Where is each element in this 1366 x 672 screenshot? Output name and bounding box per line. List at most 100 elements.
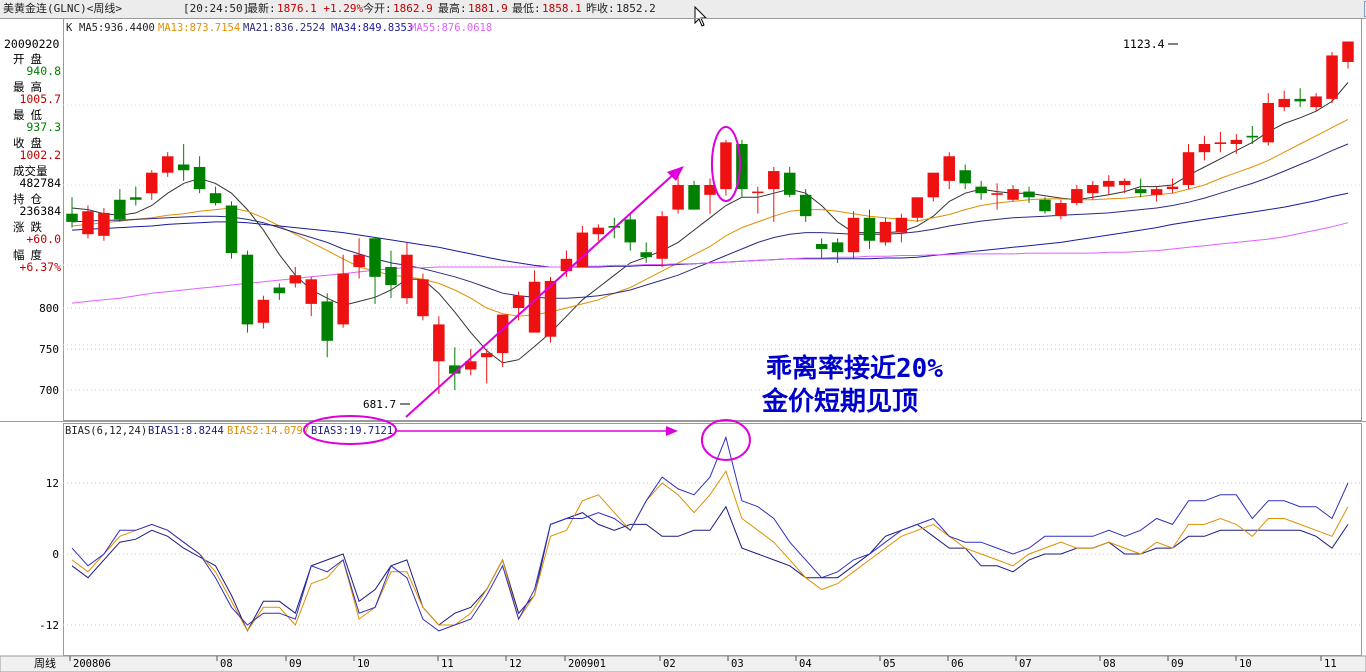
candle-75: [1262, 93, 1274, 146]
candle-38: [672, 170, 684, 214]
moving-averages: [71, 82, 1349, 364]
x-label-14: 09: [1171, 658, 1184, 670]
annotations: 681.7 1123.4 乖离率接近20%金价短期见顶: [303, 37, 1178, 461]
x-label-1: 08: [220, 658, 233, 670]
main-panel-border: [63, 18, 1362, 421]
low-label: 最低:: [512, 2, 541, 15]
info-label-4: 成交量: [13, 164, 48, 178]
candle-body: [768, 171, 780, 190]
x-axis-bar: [0, 655, 1366, 672]
candle-80: [1342, 41, 1354, 69]
prev-close-value: 1852.2: [616, 2, 656, 15]
candle-body: [177, 164, 190, 171]
candle-body: [576, 232, 589, 267]
low-value: 1858.1: [542, 2, 582, 15]
candle-body: [1134, 189, 1147, 194]
candle-body: [1214, 142, 1227, 144]
candle-body: [98, 212, 110, 236]
candle-body: [417, 279, 429, 317]
candle-27: [496, 314, 509, 368]
candle-21: [401, 242, 413, 304]
ma-line-ma55: [71, 222, 1349, 304]
candle-body: [401, 254, 413, 299]
candle-65: [1103, 175, 1115, 195]
x-label-10: 05: [883, 658, 896, 670]
candle-37: [656, 211, 668, 267]
candle-body: [66, 213, 78, 222]
candle-body: [209, 193, 222, 204]
x-label-5: 12: [509, 658, 522, 670]
candle-30: [544, 276, 557, 343]
candle-24: [449, 347, 461, 390]
candle-body: [1342, 41, 1354, 62]
info-date: 20090220: [4, 37, 60, 51]
x-label-15: 10: [1239, 658, 1252, 670]
info-label-5: 持仓: [13, 192, 48, 206]
candle-0: [66, 197, 78, 228]
candle-body: [321, 301, 333, 341]
candle-body: [82, 211, 94, 235]
candle-body: [146, 172, 158, 194]
info-value-1: 1005.7: [19, 92, 61, 106]
candle-31: [560, 250, 573, 277]
x-label-3: 10: [357, 658, 370, 670]
candle-body: [752, 191, 764, 194]
candle-35: [624, 213, 636, 251]
info-value-0: 940.8: [26, 64, 61, 78]
y-tick-labels: 700 750 800 12 0 -12: [39, 302, 59, 632]
candle-body: [225, 205, 238, 254]
x-label-11: 06: [951, 658, 964, 670]
candle-body: [544, 280, 557, 337]
candle-33: [592, 224, 605, 241]
high-label: 最高:: [438, 2, 467, 15]
info-value-4: 482784: [19, 176, 61, 190]
candle-body: [911, 197, 924, 218]
candle-5: [146, 170, 158, 200]
note-line-2: 金价短期见顶: [761, 386, 918, 417]
candle-body: [1150, 189, 1163, 195]
x-label-16: 11: [1324, 658, 1337, 670]
note-line-1: 乖离率接近20%: [766, 353, 943, 384]
candle-52: [895, 213, 908, 243]
candle-body: [720, 142, 732, 190]
price-tick-700: 700: [39, 384, 59, 397]
candle-body: [337, 273, 349, 325]
candle-67: [1134, 178, 1147, 198]
ma-line-ma13: [71, 118, 1349, 317]
candle-body: [241, 254, 254, 325]
info-label-3: 收盘: [13, 136, 48, 150]
latest-label: 最新:: [247, 2, 276, 15]
candle-42: [736, 139, 748, 197]
info-label-2: 最低: [13, 108, 48, 122]
bias-line-bias2: [71, 470, 1349, 632]
candle-body: [1007, 189, 1019, 200]
restore-button[interactable]: ▭: [1364, 1, 1366, 17]
peak-candle-circle: [710, 126, 741, 202]
candle-26: [480, 349, 493, 384]
candle-54: [927, 172, 940, 202]
bias-panel-border: [63, 423, 1362, 656]
candle-39: [688, 180, 700, 210]
x-label-0: 200806: [73, 658, 111, 670]
candle-body: [1310, 96, 1322, 108]
candle-body: [1230, 139, 1243, 144]
instrument-name: 美黄金连(GLNC)<周线>: [3, 2, 122, 15]
bias-arrow-head: [666, 426, 678, 436]
candle-69: [1166, 178, 1179, 194]
candle-body: [353, 254, 365, 267]
candle-53: [911, 197, 924, 222]
candle-79: [1326, 52, 1338, 103]
candle-body: [433, 324, 445, 362]
candle-body: [1326, 55, 1338, 99]
x-label-12: 07: [1019, 658, 1032, 670]
candle-body: [114, 199, 126, 220]
candle-body: [130, 197, 142, 200]
candle-body: [1023, 191, 1035, 198]
candle-77: [1294, 88, 1306, 108]
candle-13: [273, 283, 286, 300]
candle-body: [688, 185, 700, 210]
candle-body: [273, 287, 286, 294]
high-value: 1881.9: [468, 2, 508, 15]
